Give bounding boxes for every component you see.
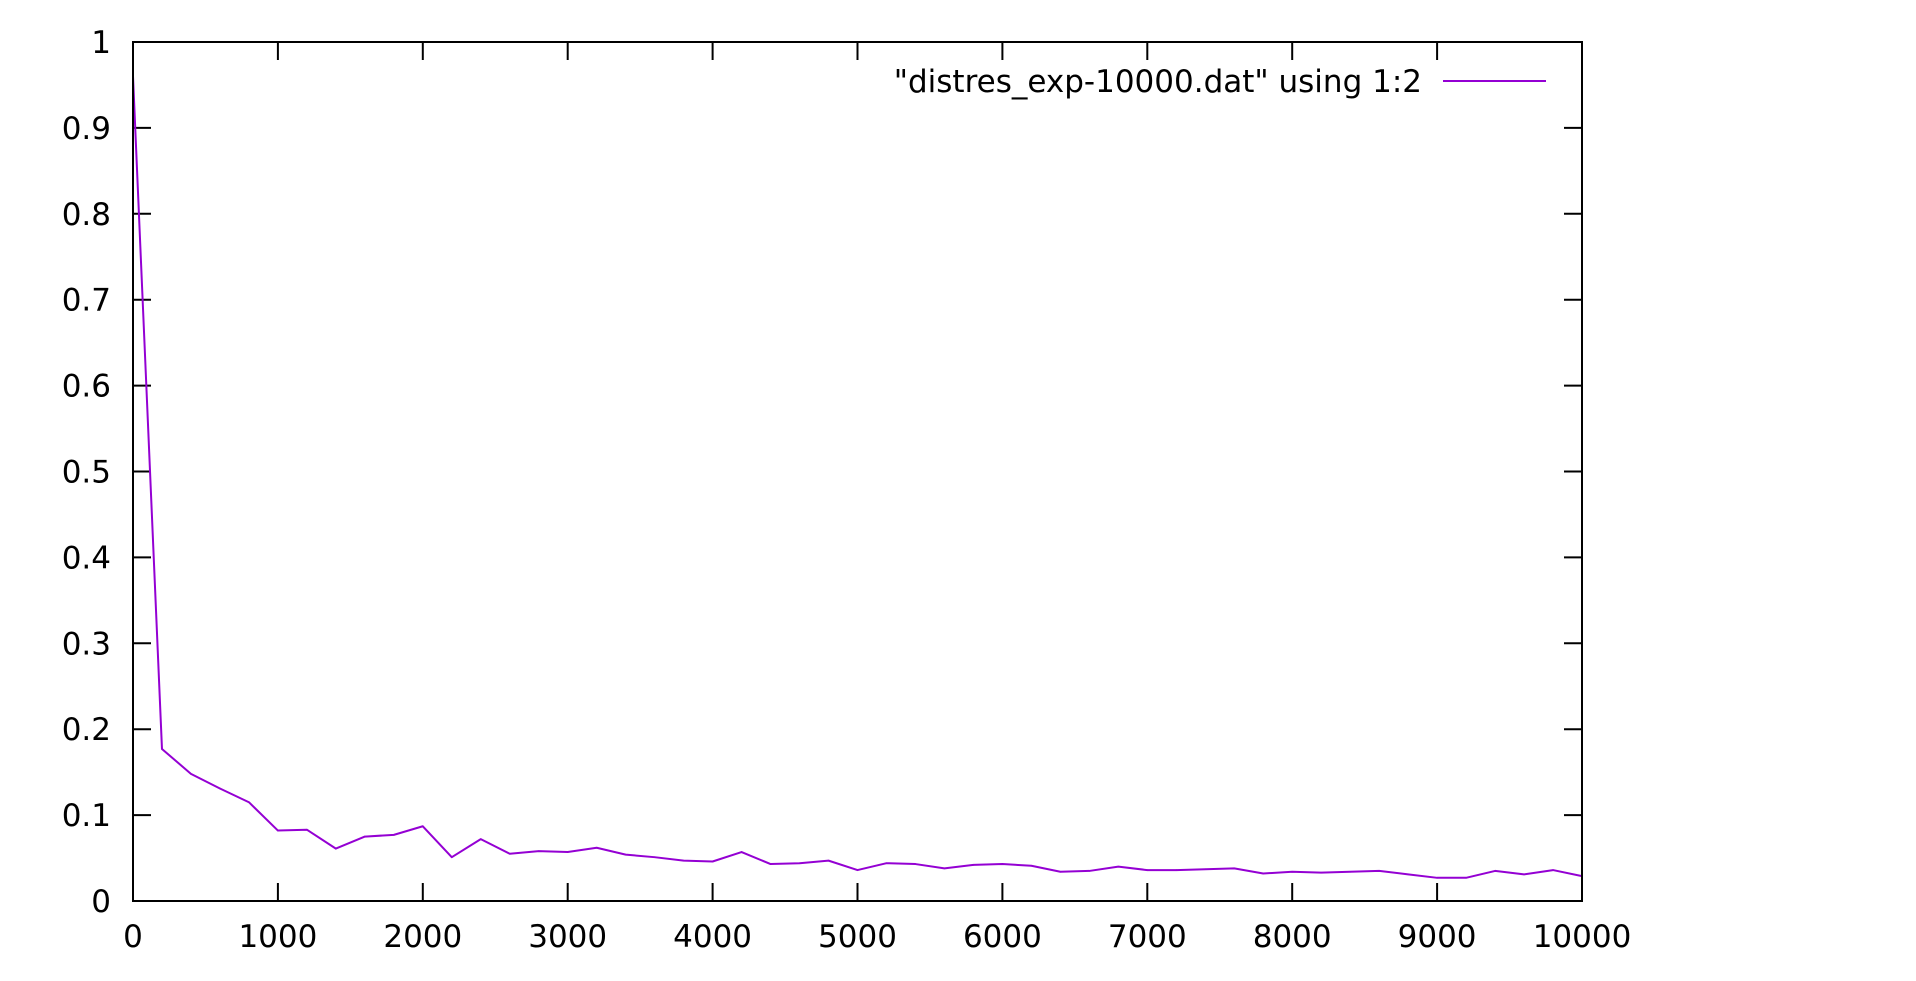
data-point <box>422 825 424 828</box>
data-point <box>1320 871 1322 874</box>
data-point <box>393 834 395 836</box>
data-point <box>1030 864 1033 867</box>
data-point <box>479 838 482 840</box>
y-tick-label-2: 0.2 <box>62 712 111 748</box>
y-tick-label-1: 0.1 <box>62 798 111 834</box>
data-point <box>1291 870 1293 873</box>
legend-label-series-1: "distres_exp-10000.dat" using 1:2 <box>894 64 1422 100</box>
data-point <box>1552 869 1554 871</box>
x-tick-label-1: 1000 <box>238 919 317 955</box>
y-tick-label-5: 0.5 <box>62 455 111 491</box>
data-point <box>306 828 308 831</box>
data-point <box>856 869 859 871</box>
x-tick-label-9: 9000 <box>1398 919 1477 955</box>
x-tick-label-8: 8000 <box>1253 919 1332 955</box>
data-point <box>1001 863 1004 865</box>
y-tick-label-9: 0.9 <box>62 111 111 147</box>
data-point <box>1407 873 1409 876</box>
data-point <box>1436 877 1438 879</box>
y-tick-label-4: 0.4 <box>62 540 111 576</box>
x-tick-label-5: 5000 <box>818 919 897 955</box>
series-layer <box>132 75 1583 879</box>
data-point <box>248 801 250 804</box>
data-point <box>219 787 221 790</box>
data-point <box>711 860 714 863</box>
x-tick-label-2: 2000 <box>383 919 462 955</box>
data-point <box>1523 873 1525 876</box>
data-point <box>335 847 337 850</box>
x-tick-label-10: 10000 <box>1533 919 1632 955</box>
data-point <box>740 851 743 853</box>
data-point <box>624 853 627 856</box>
data-point <box>1233 867 1236 870</box>
data-point <box>595 846 598 849</box>
data-point <box>682 859 685 862</box>
data-point <box>1378 870 1380 872</box>
data-point <box>190 773 192 775</box>
data-point <box>1146 869 1149 871</box>
x-tick-label-4: 4000 <box>673 919 752 955</box>
y-tick-label-8: 0.8 <box>62 197 111 233</box>
data-point <box>653 856 656 858</box>
data-point <box>798 862 801 865</box>
ticks-layer: 0 1000 2000 3000 4000 5000 6000 7000 8000 9000 100… <box>62 25 1632 955</box>
data-point <box>1117 865 1120 868</box>
data-point <box>1349 870 1351 873</box>
y-tick-label-3: 0.3 <box>62 626 111 662</box>
x-tick-label-6: 6000 <box>963 919 1042 955</box>
y-tick-label-6: 0.6 <box>62 369 111 405</box>
data-point <box>1494 870 1496 872</box>
data-point <box>1262 872 1265 875</box>
x-tick-label-3: 3000 <box>528 919 607 955</box>
data-point <box>450 856 453 858</box>
plot-frame <box>132 41 1583 902</box>
y-tick-label-10: 1 <box>91 25 111 61</box>
y-tick-label-0: 0 <box>91 884 111 920</box>
data-point <box>769 863 772 865</box>
data-point <box>1088 870 1091 872</box>
data-point <box>827 859 830 862</box>
data-point <box>1465 877 1467 879</box>
data-point <box>277 829 279 832</box>
data-point <box>508 852 511 855</box>
data-point <box>566 851 569 853</box>
data-point <box>537 850 540 852</box>
data-point <box>943 867 946 870</box>
data-point <box>972 864 975 866</box>
data-point <box>914 863 917 865</box>
data-point <box>364 835 366 838</box>
x-tick-label-7: 7000 <box>1108 919 1187 955</box>
x-tick-label-0: 0 <box>123 919 143 955</box>
data-point <box>885 862 888 865</box>
legend: "distres_exp-10000.dat" using 1:2 <box>894 64 1546 100</box>
data-point <box>161 748 163 750</box>
data-point <box>1175 869 1178 871</box>
y-tick-label-7: 0.7 <box>62 283 111 319</box>
data-point <box>1204 868 1207 871</box>
data-point <box>1059 870 1062 873</box>
